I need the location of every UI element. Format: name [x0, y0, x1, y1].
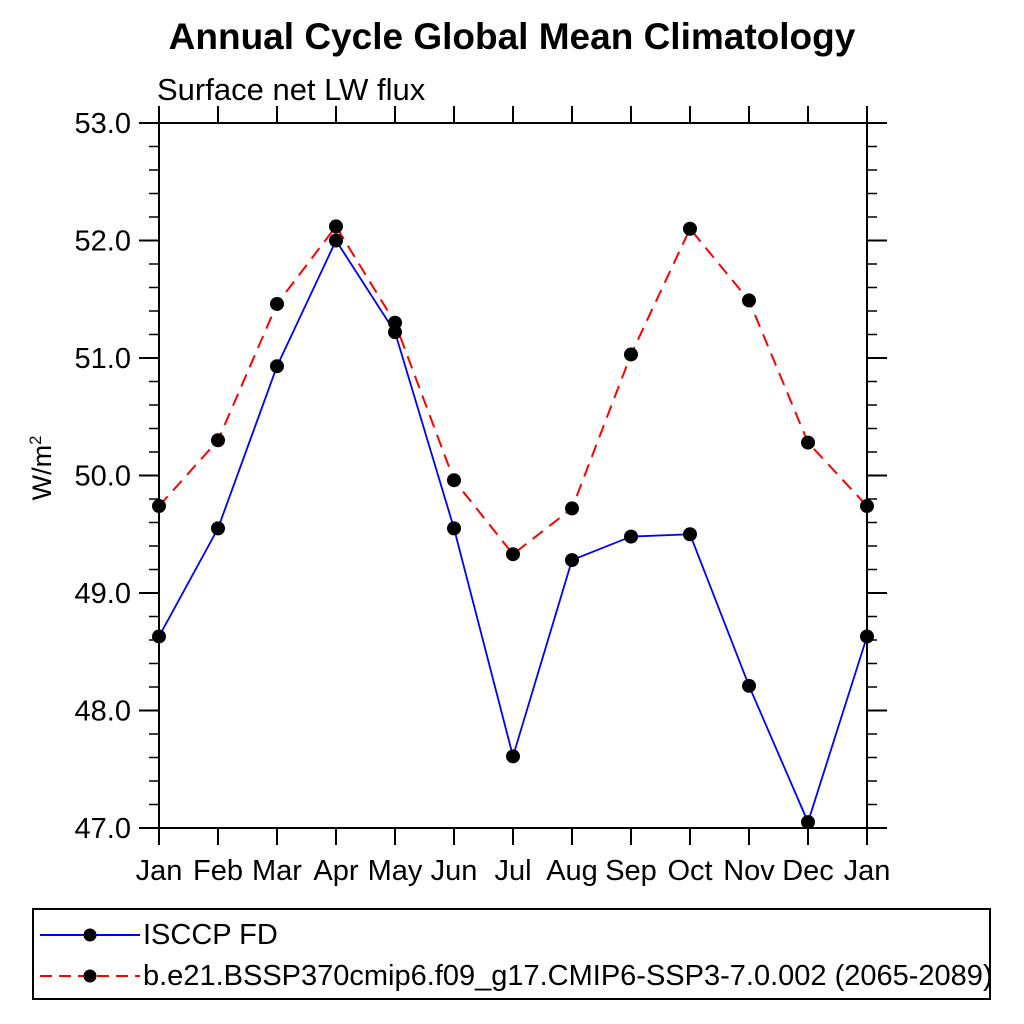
series-0-marker — [565, 553, 579, 568]
series-1-marker — [506, 547, 520, 562]
x-tick-label: Jun — [431, 855, 478, 887]
series-0-line — [158, 238, 868, 825]
series-1-marker — [801, 435, 815, 450]
x-tick-label: May — [368, 855, 423, 887]
series-1-marker — [270, 296, 284, 311]
series-1-marker — [329, 219, 343, 234]
series-0-marker — [624, 529, 638, 544]
x-tick-label: Jan — [844, 855, 891, 887]
chart-title: Annual Cycle Global Mean Climatology — [168, 16, 856, 57]
series-1-marker — [683, 221, 697, 236]
series-1-marker — [860, 499, 874, 514]
x-tick-label: Nov — [723, 855, 775, 887]
x-tick-label: Aug — [546, 855, 598, 887]
x-tick-label: Jul — [494, 855, 531, 887]
x-tick-label: Dec — [782, 855, 834, 887]
series-1-marker — [388, 315, 402, 330]
series-1-marker — [565, 501, 579, 516]
y-tick-label: 48.0 — [75, 696, 131, 728]
series-0-marker — [506, 749, 520, 764]
legend-sample-marker — [83, 928, 97, 942]
x-tick-label: Jan — [136, 855, 183, 887]
legend-line-sample-solid — [40, 928, 140, 942]
series-0-marker — [683, 527, 697, 542]
series-0-marker — [152, 629, 166, 644]
series-1-marker — [152, 499, 166, 514]
series-1-marker — [211, 433, 225, 448]
y-tick-label: 50.0 — [75, 461, 131, 493]
x-tick-label: Apr — [313, 855, 358, 887]
series-0-marker — [801, 815, 815, 830]
series-0-marker — [447, 521, 461, 536]
series-0-marker — [329, 233, 343, 248]
x-tick-label: Oct — [667, 855, 712, 887]
legend-label: ISCCP FD — [143, 918, 278, 951]
x-tick-label: Mar — [252, 855, 302, 887]
legend: ISCCP FD b.e21.BSSP370cmip6.f09_g17.CMIP… — [32, 908, 993, 1000]
series-0-marker — [742, 678, 756, 693]
legend-entry-model: b.e21.BSSP370cmip6.f09_g17.CMIP6-SSP3-7.… — [38, 956, 993, 996]
y-tick-label: 49.0 — [75, 578, 131, 610]
series-1-marker — [447, 473, 461, 488]
series-0-marker — [270, 359, 284, 374]
legend-label: b.e21.BSSP370cmip6.f09_g17.CMIP6-SSP3-7.… — [143, 959, 993, 992]
series-1-marker — [624, 347, 638, 362]
legend-sample-marker — [83, 969, 97, 983]
plot-frame — [158, 122, 868, 829]
y-tick-label: 51.0 — [75, 343, 131, 375]
x-tick-label: Sep — [605, 855, 657, 887]
y-tick-label: 53.0 — [75, 108, 131, 140]
series-1-line — [158, 224, 868, 556]
legend-line-sample-dashed — [40, 969, 140, 983]
y-tick-label: 47.0 — [75, 813, 131, 845]
y-tick-label: 52.0 — [75, 226, 131, 258]
chart-subtitle: Surface net LW flux — [157, 72, 426, 107]
series-0-marker — [211, 521, 225, 536]
x-tick-label: Feb — [193, 855, 243, 887]
series-1-marker — [742, 293, 756, 308]
series-0-marker — [860, 629, 874, 644]
legend-entry-isccp: ISCCP FD — [38, 915, 278, 955]
